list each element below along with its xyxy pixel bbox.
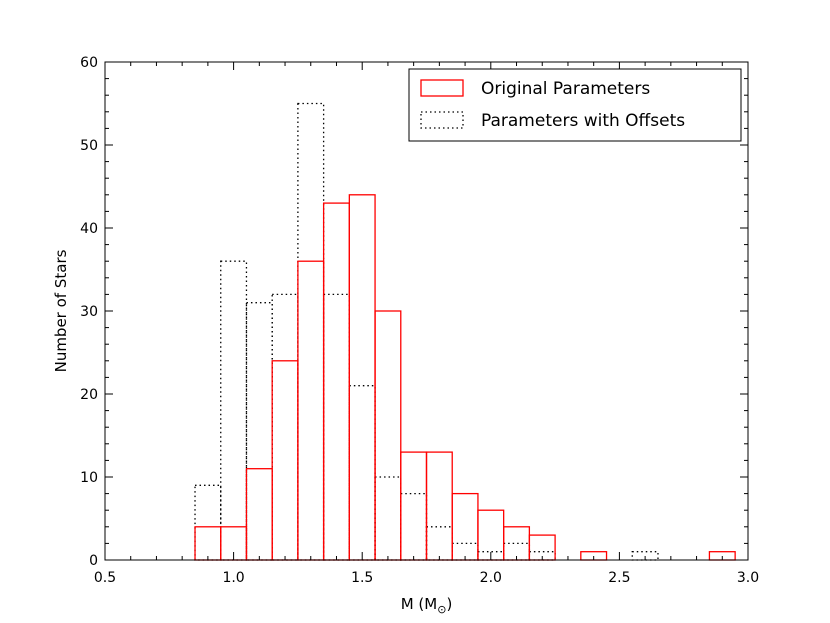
y-tick-label-0: 0 xyxy=(89,553,98,569)
x-tick-label-3: 2.0 xyxy=(480,570,502,586)
legend-label-original: Original Parameters xyxy=(481,79,650,99)
x-axis-label: M (M⊙) xyxy=(401,595,453,616)
legend-label-offsets: Parameters with Offsets xyxy=(481,111,685,131)
x-tick-label-5: 3.0 xyxy=(737,570,759,586)
legend-swatch-original xyxy=(420,79,464,97)
axis-ticks: 0.5 1.0 1.5 2.0 2.5 3.0 0 10 20 30 40 50 60 xyxy=(80,55,759,586)
legend: Original Parameters Parameters with Offs… xyxy=(408,68,742,142)
bar-offsets-14 xyxy=(631,551,659,561)
x-tick-label-4: 2.5 xyxy=(608,570,630,586)
x-axis-label-close: ) xyxy=(446,595,452,613)
y-tick-label-5: 50 xyxy=(80,138,98,154)
legend-box xyxy=(408,68,742,142)
y-axis-label: Number of Stars xyxy=(52,249,70,372)
x-tick-label-1: 1.0 xyxy=(222,570,244,586)
y-tick-label-6: 60 xyxy=(80,55,98,71)
y-tick-label-3: 30 xyxy=(80,304,98,320)
bar-offsets-1 xyxy=(220,260,248,561)
x-tick-label-2: 1.5 xyxy=(351,570,373,586)
x-axis-label-subscript: ⊙ xyxy=(437,603,446,616)
y-tick-label-1: 10 xyxy=(80,470,98,486)
x-tick-label-0: 0.5 xyxy=(94,570,116,586)
y-tick-label-2: 20 xyxy=(80,387,98,403)
legend-swatch-offsets xyxy=(420,111,464,129)
x-axis-label-main: M (M xyxy=(401,595,438,613)
y-tick-label-4: 40 xyxy=(80,221,98,237)
plot-frame xyxy=(104,61,749,561)
